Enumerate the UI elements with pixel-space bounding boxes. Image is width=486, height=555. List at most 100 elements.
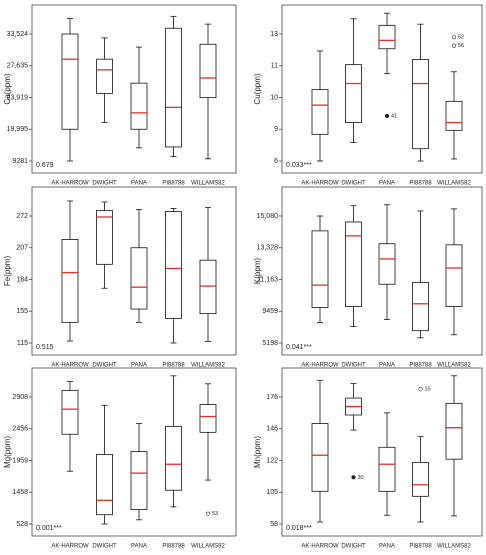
x-tick-label: WILLAMS82	[191, 544, 225, 550]
panel: 58 105 122 146 176 Mn(ppm) 0.018*** AK-HARROW DW…	[253, 367, 483, 550]
x-tick-label: WILLAMS82	[437, 181, 471, 187]
box	[412, 59, 429, 150]
box	[61, 389, 79, 435]
x-tick-label: DWIGHT	[92, 181, 117, 187]
y-tick-label: 207	[16, 245, 28, 252]
y-axis-label: K(ppm)	[253, 258, 262, 285]
y-tick-label: 155	[16, 308, 28, 315]
annotation: 0.041***	[286, 344, 312, 351]
x-tick-label: DWIGHT	[92, 363, 117, 369]
x-tick-label: PI88788	[162, 544, 185, 550]
x-tick-label: PANA	[131, 544, 147, 550]
box	[96, 210, 113, 265]
x-tick-label: WILLAMS82	[437, 363, 471, 369]
box	[130, 82, 148, 130]
outlier-label: 56	[458, 43, 464, 49]
box	[199, 43, 217, 98]
box	[445, 100, 463, 131]
y-tick-label: 15,080	[257, 213, 279, 220]
x-tick-label: AK-HARROW	[301, 544, 339, 550]
box	[311, 423, 329, 492]
box	[61, 33, 79, 130]
outlier	[205, 511, 211, 516]
x-tick-label: WILLAMS82	[437, 544, 471, 550]
x-tick-label: PI88788	[162, 181, 185, 187]
annotation: 0.033***	[286, 162, 312, 169]
annotation: 0.679	[36, 162, 54, 169]
x-tick-label: AK-HARROW	[51, 181, 89, 187]
box	[130, 247, 148, 310]
box	[345, 221, 362, 307]
y-tick-label: 1458	[12, 489, 28, 496]
outlier	[451, 43, 457, 48]
box	[345, 64, 362, 123]
box	[199, 259, 217, 315]
y-tick-label: 13	[270, 31, 278, 38]
y-tick-label: 2456	[12, 426, 28, 433]
y-tick-label: 1959	[12, 457, 28, 464]
outlier-label: 30	[358, 475, 364, 481]
plot-frame	[281, 4, 483, 174]
box	[378, 24, 396, 50]
x-tick-label: PI88788	[162, 363, 185, 369]
outlier	[384, 113, 390, 119]
x-tick-label: PI88788	[409, 181, 432, 187]
x-tick-label: AK-HARROW	[51, 363, 89, 369]
y-tick-label: 27,635	[7, 63, 29, 70]
annotation: 0.515	[36, 344, 54, 351]
plot-frame	[31, 186, 237, 356]
x-tick-label: PANA	[379, 181, 395, 187]
y-tick-label: 58	[270, 521, 278, 528]
x-tick-label: WILLAMS82	[191, 181, 225, 187]
y-tick-label: 9281	[12, 158, 28, 165]
box	[445, 402, 463, 460]
box	[378, 446, 396, 492]
y-tick-label: 272	[16, 213, 28, 220]
y-tick-label: 184	[16, 276, 28, 283]
y-tick-label: 115	[17, 340, 28, 347]
x-tick-label: PANA	[379, 363, 395, 369]
box	[311, 230, 329, 308]
outlier	[418, 387, 423, 392]
box	[412, 281, 429, 332]
x-tick-label: AK-HARROW	[51, 544, 89, 550]
panel: 6 9 10 11 13 Cu(ppm) 0.033*** AK-HARROW DWIGHT PA…	[253, 4, 483, 187]
y-tick-label: 11,163	[257, 276, 278, 283]
x-tick-label: DWIGHT	[92, 544, 117, 550]
y-tick-label: 13,328	[257, 245, 279, 252]
y-tick-label: 146	[266, 426, 278, 433]
x-tick-label: AK-HARROW	[301, 363, 339, 369]
box	[378, 243, 396, 285]
panel: 5198 9459 11,163 13,328 15,080 K(ppm) 0.041***…	[253, 186, 483, 369]
y-tick-label: 11	[271, 63, 278, 70]
x-tick-label: PANA	[131, 181, 147, 187]
outlier-label: 41	[391, 113, 397, 119]
box	[412, 461, 429, 497]
box	[165, 425, 182, 491]
y-tick-label: 9	[274, 126, 278, 133]
box	[445, 244, 463, 307]
x-tick-label: DWIGHT	[341, 181, 366, 187]
y-axis-label: Mg(ppm)	[3, 436, 12, 468]
x-tick-label: PANA	[379, 544, 395, 550]
box	[165, 27, 182, 148]
box	[96, 58, 113, 94]
y-axis-label: Mn(ppm)	[253, 436, 262, 468]
annotation: 0.018***	[286, 525, 312, 532]
y-tick-label: 5198	[262, 340, 278, 347]
plot-frame	[281, 186, 483, 356]
x-tick-label: PANA	[131, 363, 147, 369]
y-axis-label: Cu(ppm)	[253, 73, 262, 104]
y-axis-label: Fe(ppm)	[3, 256, 12, 287]
outlier-label: 52	[458, 35, 464, 41]
y-tick-label: 33,524	[7, 31, 29, 38]
x-tick-label: PI88788	[409, 363, 432, 369]
plot-frame	[31, 4, 237, 174]
outlier	[351, 475, 356, 480]
box	[61, 239, 79, 323]
x-tick-label: DWIGHT	[341, 544, 366, 550]
box	[165, 211, 182, 319]
y-axis-label: Ca(ppm)	[3, 73, 12, 104]
plot-frame	[281, 367, 483, 537]
box	[311, 89, 329, 135]
